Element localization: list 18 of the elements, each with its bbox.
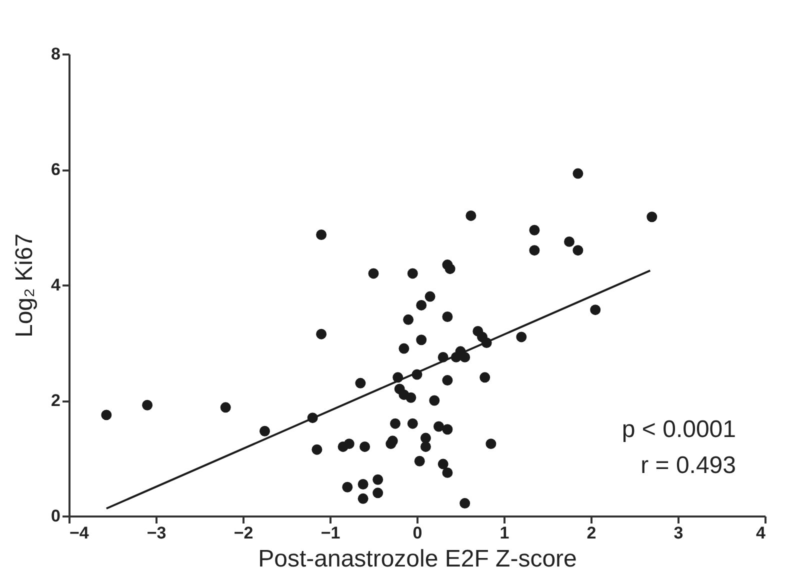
x-tick-label: −2 [234, 524, 254, 542]
x-tick-label: 4 [756, 524, 766, 542]
annotation: p < 0.0001 [622, 416, 736, 443]
y-tick-label: 0 [51, 506, 60, 526]
x-tick-label: 0 [412, 524, 422, 542]
x-tick-label: 3 [674, 524, 684, 542]
y-tick-label: 6 [51, 160, 60, 179]
y-tick-label: 2 [51, 391, 60, 410]
x-tick-label: 2 [586, 524, 596, 542]
annotation: r = 0.493 [640, 452, 736, 479]
y-axis-title: Log₂ Ki67 [11, 233, 38, 338]
x-tick-label: −3 [146, 524, 166, 542]
x-tick-label: −4 [70, 524, 90, 542]
x-tick-label: −1 [320, 524, 340, 542]
y-tick-label: 4 [51, 276, 62, 294]
x-axis-title: Post-anastrozole E2F Z-score [258, 546, 577, 572]
x-tick-label: 1 [500, 524, 510, 542]
y-tick-label: 8 [51, 44, 60, 64]
